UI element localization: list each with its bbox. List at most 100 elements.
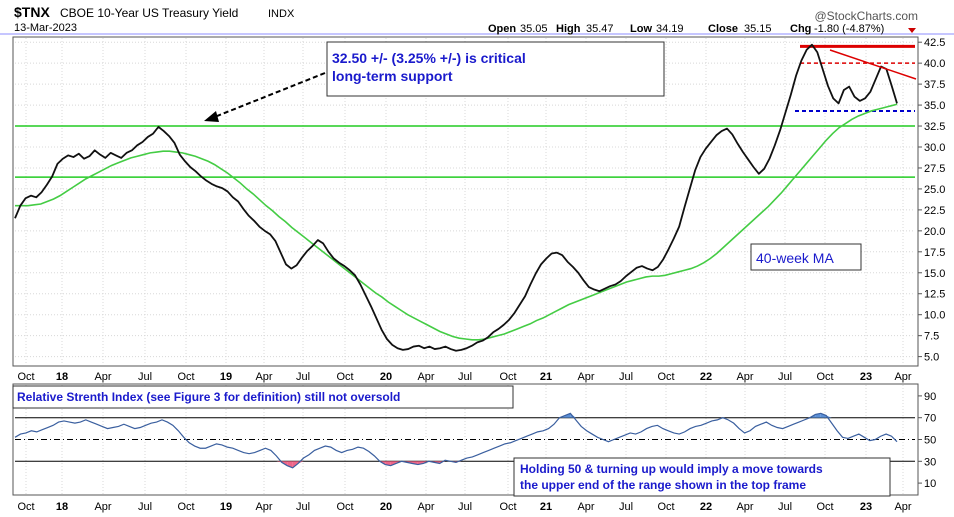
price-x-tick-label: 18 bbox=[56, 371, 68, 383]
price-x-tick-label: Oct bbox=[657, 371, 674, 383]
rsi-title: Relative Strenth Index (see Figure 3 for… bbox=[17, 390, 400, 404]
arrow-head-icon bbox=[204, 111, 219, 122]
price-x-tick-label: 23 bbox=[860, 371, 872, 383]
price-reference-lines bbox=[15, 44, 915, 178]
price-y-tick-label: 30.0 bbox=[924, 142, 945, 154]
price-x-tick-label: Jul bbox=[619, 371, 633, 383]
chart-date: 13-Mar-2023 bbox=[14, 22, 77, 34]
ma-annotation: 40-week MA bbox=[750, 243, 862, 271]
rsi-y-tick-label: 50 bbox=[924, 435, 936, 447]
ma-annotation-box bbox=[750, 243, 862, 271]
yield-price-line bbox=[14, 43, 898, 352]
rsi-x-tick-label: Jul bbox=[138, 501, 152, 513]
ticker-symbol: $TNX bbox=[14, 4, 50, 20]
support-annotation-arrow bbox=[211, 72, 326, 119]
price-x-tick-label: Jul bbox=[778, 371, 792, 383]
price-y-tick-label: 37.5 bbox=[924, 79, 945, 91]
price-y-tick-label: 17.5 bbox=[924, 247, 945, 259]
price-x-tick-label: Oct bbox=[499, 371, 516, 383]
price-y-tick-label: 7.5 bbox=[924, 331, 939, 343]
price-x-tick-label: Apr bbox=[94, 371, 111, 383]
rsi-x-tick-label: 22 bbox=[700, 501, 712, 513]
rsi-note-line2: the upper end of the range shown in the … bbox=[520, 478, 806, 492]
rsi-y-tick-label: 30 bbox=[924, 456, 936, 468]
rsi-y-tick-label: 10 bbox=[924, 478, 936, 490]
rsi-x-tick-label: Oct bbox=[657, 501, 674, 513]
resistance-trendline bbox=[829, 49, 917, 80]
open-value: 35.05 bbox=[520, 23, 548, 35]
price-y-tick-label: 25.0 bbox=[924, 184, 945, 196]
price-y-tick-label: 40.0 bbox=[924, 58, 945, 70]
rsi-x-tick-label: Oct bbox=[17, 501, 34, 513]
price-y-tick-label: 32.5 bbox=[924, 121, 945, 133]
rsi-title-annotation: Relative Strenth Index (see Figure 3 for… bbox=[12, 385, 514, 409]
rsi-x-tick-label: 18 bbox=[56, 501, 68, 513]
rsi-x-tick-label: Apr bbox=[894, 501, 911, 513]
rsi-x-tick-label: Jul bbox=[296, 501, 310, 513]
price-y-tick-label: 35.0 bbox=[924, 100, 945, 112]
support-annotation: 32.50 +/- (3.25% +/-) is critical long-t… bbox=[204, 41, 665, 122]
chart-axes: Oct Oct 18 18 Apr Apr Jul Jul Oct Oct 19 19 Apr Apr Ju… bbox=[17, 37, 945, 513]
rsi-x-tick-label: Jul bbox=[619, 501, 633, 513]
rsi-x-tick-label: Jul bbox=[458, 501, 472, 513]
low-value: 34.19 bbox=[656, 23, 684, 35]
rsi-x-tick-label: Apr bbox=[417, 501, 434, 513]
rsi-x-tick-label: Oct bbox=[499, 501, 516, 513]
price-y-tick-label: 20.0 bbox=[924, 226, 945, 238]
price-x-tick-label: Apr bbox=[417, 371, 434, 383]
rsi-x-tick-label: Oct bbox=[336, 501, 353, 513]
price-x-tick-label: Jul bbox=[296, 371, 310, 383]
chg-value: -1.80 (-4.87%) bbox=[814, 23, 884, 35]
price-x-tick-label: 19 bbox=[220, 371, 232, 383]
price-x-tick-label: Oct bbox=[177, 371, 194, 383]
rsi-x-tick-label: Apr bbox=[577, 501, 594, 513]
support-annotation-box bbox=[326, 41, 665, 97]
chg-label: Chg bbox=[790, 23, 811, 35]
chart-series bbox=[14, 43, 898, 469]
rsi-x-tick-label: 21 bbox=[540, 501, 552, 513]
rsi-x-tick-label: Oct bbox=[177, 501, 194, 513]
price-x-tick-label: 21 bbox=[540, 371, 552, 383]
ohlc-readout: Open 35.05 High 35.47 Low 34.19 Close 35… bbox=[488, 23, 916, 35]
price-y-tick-label: 27.5 bbox=[924, 163, 945, 175]
price-y-tick-label: 22.5 bbox=[924, 205, 945, 217]
price-x-tick-label: Apr bbox=[736, 371, 753, 383]
rsi-note-line1: Holding 50 & turning up would imply a mo… bbox=[520, 462, 823, 476]
price-x-tick-label: Apr bbox=[894, 371, 911, 383]
rsi-x-tick-label: 20 bbox=[380, 501, 392, 513]
high-value: 35.47 bbox=[586, 23, 614, 35]
rsi-x-tick-label: Apr bbox=[94, 501, 111, 513]
close-label: Close bbox=[708, 23, 738, 35]
ticker-exchange: INDX bbox=[268, 8, 295, 20]
rsi-x-tick-label: 19 bbox=[220, 501, 232, 513]
down-arrow-icon bbox=[908, 28, 916, 33]
watermark: @StockCharts.com bbox=[814, 9, 918, 23]
ma-annotation-label: 40-week MA bbox=[756, 250, 834, 266]
close-value: 35.15 bbox=[744, 23, 772, 35]
price-x-tick-label: Jul bbox=[458, 371, 472, 383]
open-label: Open bbox=[488, 23, 516, 35]
ma-40-week-line bbox=[15, 103, 898, 341]
rsi-x-tick-label: Oct bbox=[816, 501, 833, 513]
rsi-note-annotation: Holding 50 & turning up would imply a mo… bbox=[513, 457, 891, 497]
rsi-x-tick-label: 23 bbox=[860, 501, 872, 513]
price-x-tick-label: Oct bbox=[816, 371, 833, 383]
rsi-overbought-fill bbox=[570, 413, 576, 418]
rsi-x-tick-label: Apr bbox=[736, 501, 753, 513]
high-label: High bbox=[556, 23, 581, 35]
price-x-tick-label: Jul bbox=[138, 371, 152, 383]
price-x-tick-label: 20 bbox=[380, 371, 392, 383]
price-y-tick-label: 10.0 bbox=[924, 310, 945, 322]
price-x-tick-label: Apr bbox=[255, 371, 272, 383]
rsi-title-box bbox=[12, 385, 514, 409]
rsi-y-tick-label: 70 bbox=[924, 413, 936, 425]
price-y-tick-label: 5.0 bbox=[924, 352, 939, 364]
rsi-line bbox=[14, 412, 898, 469]
rsi-y-tick-label: 90 bbox=[924, 391, 936, 403]
price-y-tick-label: 15.0 bbox=[924, 268, 945, 280]
price-x-tick-label: Oct bbox=[17, 371, 34, 383]
support-annotation-line1: 32.50 +/- (3.25% +/-) is critical bbox=[332, 50, 526, 66]
rsi-x-tick-label: Apr bbox=[255, 501, 272, 513]
support-annotation-line2: long-term support bbox=[332, 68, 453, 84]
